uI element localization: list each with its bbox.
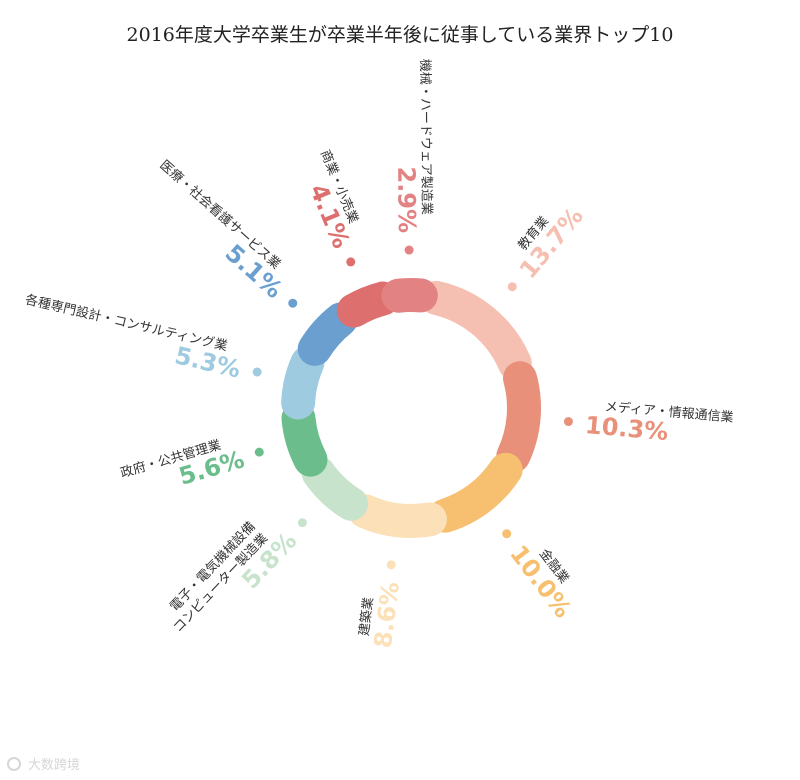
label-dot bbox=[404, 245, 414, 255]
ring-segment bbox=[347, 494, 447, 538]
category-label-group: 2.9%機械・ハードウェア製造業 bbox=[392, 59, 435, 234]
label-dot bbox=[288, 298, 298, 308]
watermark-logo-icon bbox=[7, 757, 21, 771]
category-label-group: 10.0%金融業 bbox=[504, 540, 577, 623]
category-label-group: 5.3%各種専門設計・コンサルティング業 bbox=[24, 292, 244, 384]
label-dot bbox=[507, 282, 517, 292]
label-dot bbox=[252, 367, 262, 377]
chart-title: 2016年度大学卒業生が卒業半年後に従事している業界トップ10 bbox=[127, 24, 674, 46]
watermark: 大数跨境 bbox=[7, 757, 80, 773]
percent-label: 2.9% bbox=[392, 166, 421, 233]
category-name: 医療・社会看護サービス業 bbox=[156, 157, 283, 272]
label-dot bbox=[563, 417, 573, 427]
ring-segments bbox=[281, 278, 541, 538]
category-label-group: 10.3%メディア・情報通信業 bbox=[584, 399, 734, 446]
category-label-group: 4.1%商業・小売業 bbox=[304, 148, 361, 253]
ring-segment bbox=[301, 456, 369, 521]
ring-segment bbox=[281, 401, 328, 477]
ring-segment bbox=[428, 452, 523, 533]
ring-segment bbox=[419, 280, 532, 381]
label-dot bbox=[346, 257, 356, 267]
category-label-group: 5.6%政府・公共管理業 bbox=[119, 437, 248, 491]
ring-segment bbox=[281, 345, 325, 420]
ring-segment bbox=[336, 281, 400, 328]
ring-segment bbox=[381, 278, 438, 313]
label-dot bbox=[386, 560, 396, 570]
category-name: 建築業 bbox=[356, 596, 377, 637]
category-label-group: 5.1%医療・社会看護サービス業 bbox=[156, 157, 288, 304]
label-dot bbox=[297, 518, 307, 528]
label-dot bbox=[254, 447, 264, 457]
category-labels: 13.7%教育業 10.3%メディア・情報通信業 10.0%金融業 8.6%建築業 5.… bbox=[24, 59, 735, 650]
category-name: 各種専門設計・コンサルティング業 bbox=[24, 292, 229, 355]
label-dot bbox=[502, 529, 512, 539]
label-dots bbox=[252, 245, 573, 570]
ring-segment bbox=[496, 361, 541, 473]
category-name: 機械・ハードウェア製造業 bbox=[417, 59, 435, 215]
watermark-text: 大数跨境 bbox=[28, 758, 80, 773]
category-label-group: 8.6%建築業 bbox=[356, 580, 405, 650]
ring-segment bbox=[297, 302, 358, 366]
category-label-group: 13.7%教育業 bbox=[514, 202, 589, 284]
